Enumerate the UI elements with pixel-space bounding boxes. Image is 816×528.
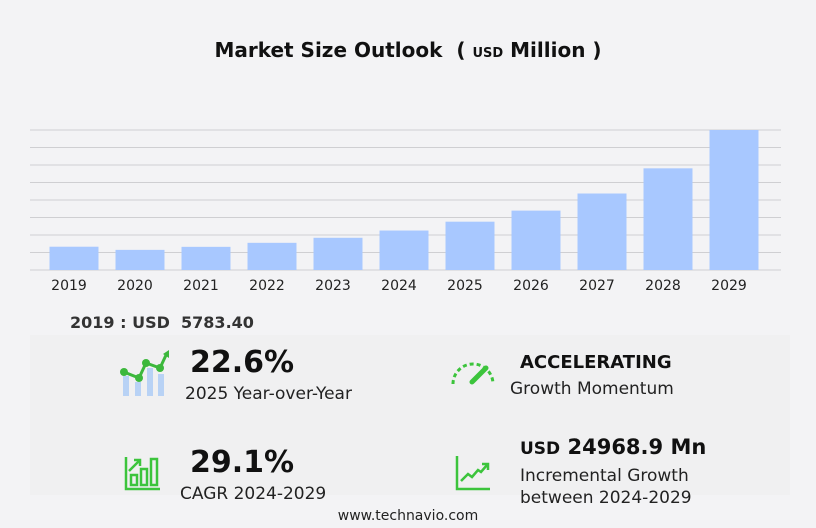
incremental-value: USD 24968.9 Mn — [520, 435, 707, 459]
x-tick-label: 2027 — [579, 278, 615, 294]
cagr-label: CAGR 2024-2029 — [180, 484, 327, 504]
bar-2027 — [577, 193, 627, 270]
incremental-label-2: between 2024-2029 — [520, 488, 692, 508]
momentum-label: Growth Momentum — [510, 379, 674, 399]
bar-2020 — [115, 249, 165, 270]
bar-2023 — [313, 237, 363, 270]
growth-chart-icon — [120, 350, 169, 396]
bar-2029 — [709, 130, 759, 270]
x-tick-label: 2020 — [117, 278, 153, 294]
cagr-bar-icon — [124, 457, 160, 491]
bar-2022 — [247, 242, 297, 270]
x-tick-label: 2022 — [249, 278, 285, 294]
footer-url[interactable]: www.technavio.com — [337, 508, 479, 524]
incremental-label-1: Incremental Growth — [520, 466, 689, 486]
title-unit-prefix: USD — [472, 46, 504, 61]
cagr-value: 29.1% — [190, 445, 295, 480]
bar-2028 — [643, 168, 693, 270]
x-tick-label: 2026 — [513, 278, 549, 294]
x-tick-label: 2019 — [51, 278, 87, 294]
bar-2025 — [445, 221, 495, 270]
x-tick-label: 2025 — [447, 278, 483, 294]
bar-2021 — [181, 246, 231, 270]
title-unit: Million — [510, 38, 586, 62]
first-year-value: 2019 : USD 5783.40 — [70, 313, 254, 332]
x-tick-label: 2024 — [381, 278, 417, 294]
x-tick-label: 2023 — [315, 278, 351, 294]
speedometer-icon — [451, 362, 495, 385]
x-tick-label: 2021 — [183, 278, 219, 294]
yoy-label: 2025 Year-over-Year — [185, 384, 352, 404]
chart-title: Market Size Outlook ( USD Million ) — [214, 38, 602, 62]
x-tick-label: 2028 — [645, 278, 681, 294]
title-text: Market Size Outlook — [214, 38, 443, 62]
bar-2024 — [379, 230, 429, 270]
momentum-value: ACCELERATING — [520, 352, 672, 373]
x-tick-label: 2029 — [711, 278, 747, 294]
bar-2019 — [49, 246, 99, 270]
incremental-growth-icon — [455, 456, 490, 491]
bar-chart: 2019 2020 2021 2022 2023 2024 2025 2026 2027 2028… — [30, 129, 781, 294]
bar-2026 — [511, 210, 561, 270]
yoy-value: 22.6% — [190, 345, 295, 380]
